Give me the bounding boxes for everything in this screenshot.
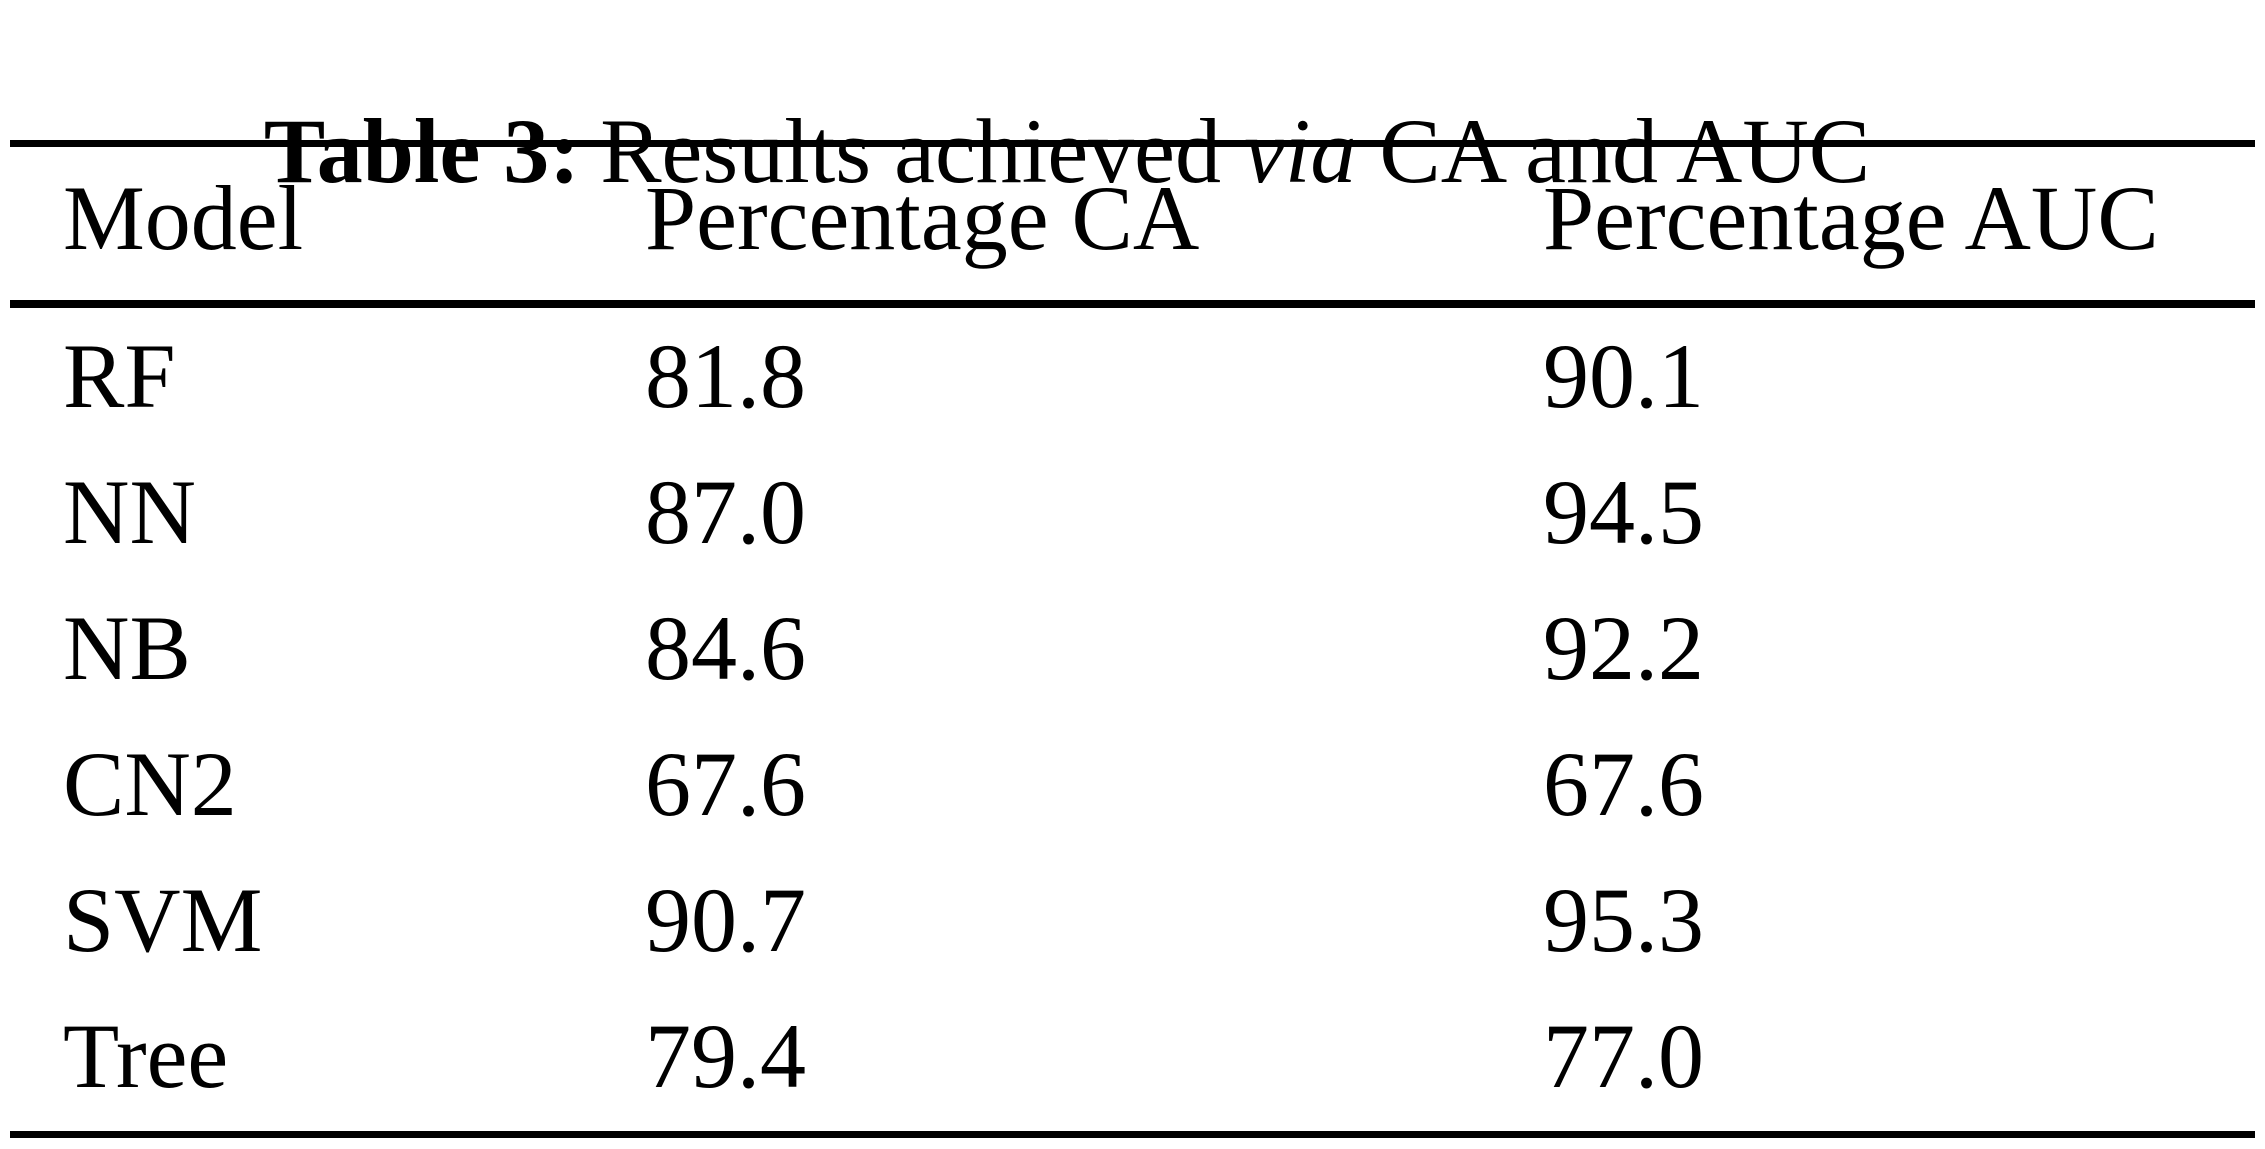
cell-percentage-auc: 95.3 bbox=[1543, 869, 1704, 971]
cell-model: Tree bbox=[63, 1005, 229, 1107]
cell-percentage-auc: 94.5 bbox=[1543, 461, 1704, 563]
cell-percentage-ca: 87.0 bbox=[645, 461, 806, 563]
cell-percentage-auc: 92.2 bbox=[1543, 597, 1704, 699]
table-row: CN2 67.6 67.6 bbox=[0, 729, 2265, 839]
table-row: SVM 90.7 95.3 bbox=[0, 865, 2265, 975]
table-caption-italic-word: via bbox=[1244, 100, 1357, 202]
cell-percentage-ca: 79.4 bbox=[645, 1005, 806, 1107]
table-header-rule bbox=[10, 300, 2255, 308]
table-top-rule bbox=[10, 140, 2255, 147]
cell-percentage-auc: 77.0 bbox=[1543, 1005, 1704, 1107]
table-bottom-rule bbox=[10, 1131, 2255, 1138]
cell-percentage-auc: 67.6 bbox=[1543, 733, 1704, 835]
cell-model: SVM bbox=[63, 869, 263, 971]
cell-model: CN2 bbox=[63, 733, 237, 835]
cell-model: RF bbox=[63, 325, 176, 427]
table-header-row: Model Percentage CA Percentage AUC bbox=[0, 163, 2265, 273]
cell-model: NN bbox=[63, 461, 196, 563]
table-row: NB 84.6 92.2 bbox=[0, 593, 2265, 703]
table-caption-text-tail: CA and AUC bbox=[1356, 100, 1871, 202]
cell-percentage-ca: 81.8 bbox=[645, 325, 806, 427]
table-caption: Table 3: Results achieved via CA and AUC bbox=[0, 0, 2042, 316]
table-caption-label: Table 3: bbox=[263, 100, 580, 202]
cell-model: NB bbox=[63, 597, 191, 699]
cell-percentage-ca: 90.7 bbox=[645, 869, 806, 971]
cell-percentage-auc: 90.1 bbox=[1543, 325, 1704, 427]
table-row: NN 87.0 94.5 bbox=[0, 457, 2265, 567]
table-row: RF 81.8 90.1 bbox=[0, 321, 2265, 431]
cell-percentage-ca: 67.6 bbox=[645, 733, 806, 835]
table-row: Tree 79.4 77.0 bbox=[0, 1001, 2265, 1111]
header-model: Model bbox=[63, 167, 304, 269]
header-percentage-auc: Percentage AUC bbox=[1543, 167, 2159, 269]
table-caption-text: Results achieved bbox=[600, 100, 1245, 202]
cell-percentage-ca: 84.6 bbox=[645, 597, 806, 699]
header-percentage-ca: Percentage CA bbox=[645, 167, 1200, 269]
